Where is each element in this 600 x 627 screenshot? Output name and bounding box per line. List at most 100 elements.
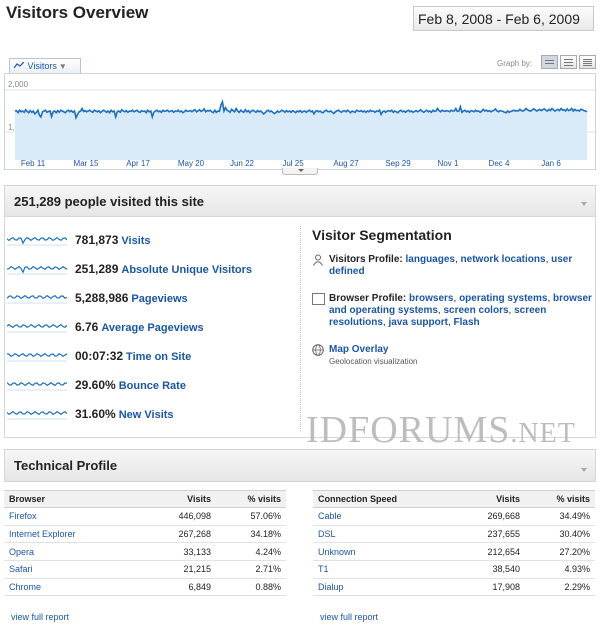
browser-table: Browser Visits % visits Firefox 446,098 57… [4,490,286,597]
table-row: Unknown 212,654 27.20% [313,542,595,562]
row-name-link[interactable]: Chrome [4,578,154,597]
browser-and-os-link[interactable]: browser and operating systems [329,293,592,316]
row-name-link[interactable]: Unknown [313,542,463,562]
x-axis-label: Dec 4 [489,159,510,168]
metric-label-link[interactable]: Absolute Unique Visitors [121,264,252,276]
metric-value: 781,873 [75,233,119,247]
map-overlay-link[interactable]: Map Overlay [329,344,389,355]
metric-row: 6.76 Average Pageviews [5,317,295,337]
sparkline [7,410,67,420]
date-range-picker[interactable]: Feb 8, 2008 - Feb 6, 2009 [413,6,594,31]
user-defined-link[interactable]: user defined [329,254,573,277]
x-axis-label: Nov 1 [438,159,459,168]
flash-link[interactable]: Flash [453,317,480,328]
metric-label-link[interactable]: Pageviews [131,293,188,305]
x-axis-label: Apr 17 [126,159,150,168]
browser-view-full-report-link[interactable]: view full report [11,612,70,622]
table-row: DSL 237,655 30.40% [313,525,595,544]
network-locations-link[interactable]: network locations [460,254,546,265]
percent-visits-column-header[interactable]: % visits [525,490,595,508]
screen-resolutions-link[interactable]: screen resolutions [329,305,547,328]
visitors-line [14,99,588,121]
sparkline-series [7,236,67,245]
row-name-link[interactable]: Safari [4,560,154,579]
browser-window-icon [312,293,325,305]
graph-by-label: Graph by: [497,59,533,68]
globe-icon [312,344,324,356]
watermark-suffix: .NET [510,418,576,449]
collapse-icon[interactable] [579,202,589,208]
row-name-link[interactable]: DSL [313,525,463,544]
languages-link[interactable]: languages [405,254,455,265]
java-support-link[interactable]: java support [388,317,448,328]
metric-value: 5,288,986 [75,291,129,305]
sparkline-series [7,265,67,274]
visits-column-header[interactable]: Visits [154,490,216,508]
metric-label-link[interactable]: Average Pageviews [101,322,204,334]
graph-by-month-button[interactable] [579,55,596,69]
visits-column-header[interactable]: Visits [463,490,525,508]
x-axis-label: Jul 25 [282,159,304,168]
browsers-link[interactable]: browsers [409,293,454,304]
metric-value: 251,289 [75,262,119,276]
row-name-link[interactable]: Dialup [313,578,463,597]
row-name-link[interactable]: Opera [4,542,154,562]
row-visits: 33,133 [154,542,216,562]
technical-profile-header: Technical Profile [4,449,596,482]
metric-value: 00:07:32 [75,349,124,363]
sparkline [7,236,67,246]
row-percent-visits: 27.20% [525,542,595,562]
operating-systems-link[interactable]: operating systems [459,293,548,304]
sparkline-series [7,352,67,358]
site-usage-panel: 251,289 people visited this site 781,873… [4,185,596,438]
metric-value: 6.76 [75,320,99,334]
table-row: Safari 21,215 2.71% [4,560,286,579]
row-percent-visits: 34.49% [525,507,595,526]
sparkline-series [7,323,67,329]
x-axis-label: Aug 27 [333,159,359,168]
connection-speed-column-header[interactable]: Connection Speed [313,490,463,508]
metric-label-link[interactable]: Bounce Rate [118,380,186,392]
metric-label-link[interactable]: Visits [121,235,151,247]
row-visits: 38,540 [463,560,525,579]
graph-by-week-button[interactable] [560,55,577,69]
table-row: Internet Explorer 267,268 34.18% [4,525,286,544]
site-usage-header: 251,289 people visited this site [5,186,595,217]
table-row: Cable 269,668 34.49% [313,507,595,526]
sparkline [7,265,67,275]
row-name-link[interactable]: Internet Explorer [4,525,154,544]
table-row: Firefox 446,098 57.06% [4,507,286,526]
metric-selector-label: Visitors [27,61,57,71]
y-axis-label-top: 2,000 [8,80,29,89]
collapse-icon[interactable] [579,468,589,474]
screen-colors-link[interactable]: screen colors [443,305,509,316]
row-name-link[interactable]: Cable [313,507,463,526]
browser-profile-label: Browser Profile: [329,293,407,304]
metric-row: 31.60% New Visits [5,404,295,424]
row-name-link[interactable]: Firefox [4,507,154,526]
connection-view-full-report-link[interactable]: view full report [320,612,379,622]
metric-value: 29.60% [75,378,116,392]
row-visits: 6,849 [154,578,216,597]
x-axis-label: Feb 11 [21,159,46,168]
graph-by-day-button[interactable] [541,55,558,69]
metric-label-link[interactable]: Time on Site [126,351,192,363]
browser-column-header[interactable]: Browser [4,490,154,508]
table-row: Opera 33,133 4.24% [4,542,286,562]
metric-selector[interactable]: Visitors ▼ [9,58,81,74]
row-visits: 17,908 [463,578,525,597]
row-visits: 269,668 [463,507,525,526]
technical-profile-title: Technical Profile [14,458,118,473]
percent-visits-column-header[interactable]: % visits [216,490,286,508]
row-visits: 446,098 [154,507,216,526]
row-percent-visits: 0.88% [216,578,286,597]
metric-label-link[interactable]: New Visits [118,409,174,421]
map-overlay-description: Geolocation visualization [329,357,418,366]
panel-divider [300,226,301,431]
row-name-link[interactable]: T1 [313,560,463,579]
sparkline-series [7,410,67,416]
graph-resize-handle[interactable] [282,168,318,175]
metric-row: 00:07:32 Time on Site [5,346,295,366]
row-percent-visits: 30.40% [525,525,595,544]
